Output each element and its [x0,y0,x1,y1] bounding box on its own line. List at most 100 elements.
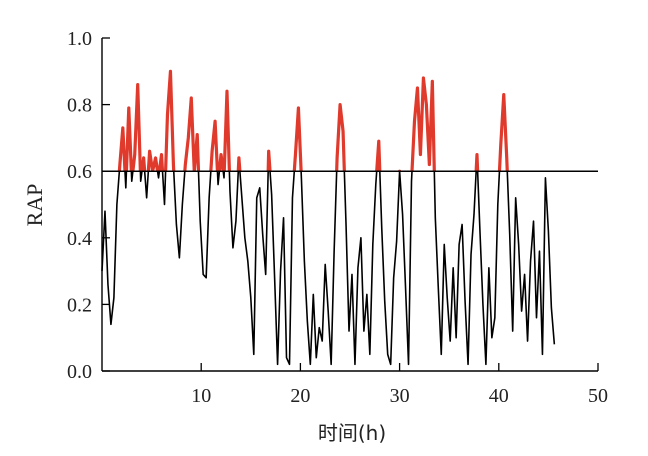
data-point [506,157,507,158]
data-point [185,164,186,165]
x-tick-label: 40 [489,385,509,407]
data-point [107,284,108,285]
data-point [488,267,489,268]
data-point [155,157,156,158]
data-point [104,211,105,212]
data-point [432,81,433,82]
data-point [304,261,305,262]
y-axis-label: RAP [22,184,47,227]
data-point [339,104,340,105]
data-point [146,197,147,198]
data-point [497,204,498,205]
data-point [137,84,138,85]
data-point [414,121,415,122]
y-tick-label: 0.4 [67,228,92,250]
data-point [212,151,213,152]
data-point [390,364,391,365]
data-point [101,271,102,272]
data-point [286,357,287,358]
data-point [393,277,394,278]
data-point [491,337,492,338]
data-point [464,300,465,301]
data-point [548,231,549,232]
series-group [101,69,556,366]
data-point [259,187,260,188]
data-point [322,340,323,341]
data-point [533,221,534,222]
data-point [396,241,397,242]
data-point [209,197,210,198]
data-point [197,134,198,135]
data-point [438,287,439,288]
data-point [453,267,454,268]
data-point [253,354,254,355]
data-point [319,327,320,328]
data-point [429,164,430,165]
data-point [408,364,409,365]
data-point [441,354,442,355]
data-point [524,274,525,275]
data-point [292,197,293,198]
data-point [328,310,329,311]
data-point [295,154,296,155]
x-tick-label: 30 [390,385,410,407]
data-point [313,294,314,295]
data-point [110,324,111,325]
data-point [173,164,174,165]
data-point [250,297,251,298]
data-point [467,364,468,365]
data-point [450,340,451,341]
data-point [554,344,555,345]
ticks-group: 0.0 0.2 0.4 0.6 0.8 1.0 10 20 30 40 50 [67,28,608,407]
data-point [479,231,480,232]
data-point [470,254,471,255]
data-point [113,297,114,298]
data-point [262,234,263,235]
data-point [342,131,343,132]
data-point [256,197,257,198]
data-point [462,224,463,225]
data-point [188,137,189,138]
x-tick-label: 50 [588,385,608,407]
data-point [307,320,308,321]
data-point [485,364,486,365]
x-tick-label: 20 [290,385,310,407]
data-point [378,141,379,142]
data-point [527,340,528,341]
data-point [143,157,144,158]
data-point [244,237,245,238]
data-point [226,91,227,92]
data-point [122,127,123,128]
data-point [447,297,448,298]
data-point [360,237,361,238]
data-point [435,217,436,218]
data-point [405,287,406,288]
data-point [119,164,120,165]
x-tick-label: 10 [191,385,211,407]
data-point [357,267,358,268]
y-tick-label: 0.0 [67,361,92,383]
data-point [387,354,388,355]
data-point [217,184,218,185]
data-point [280,271,281,272]
data-point [134,154,135,155]
data-point [542,354,543,355]
data-point [551,307,552,308]
y-tick-label: 0.8 [67,95,92,117]
data-point [426,104,427,105]
data-point [494,317,495,318]
data-point [345,224,346,225]
data-point [512,330,513,331]
data-point [456,337,457,338]
data-point [369,354,370,355]
data-point [170,71,171,72]
data-point [149,151,150,152]
data-point [301,177,302,178]
data-point [238,157,239,158]
data-point [372,244,373,245]
data-point [545,177,546,178]
data-point [247,261,248,262]
data-point [289,364,290,365]
data-point [509,234,510,235]
data-point [518,244,519,245]
